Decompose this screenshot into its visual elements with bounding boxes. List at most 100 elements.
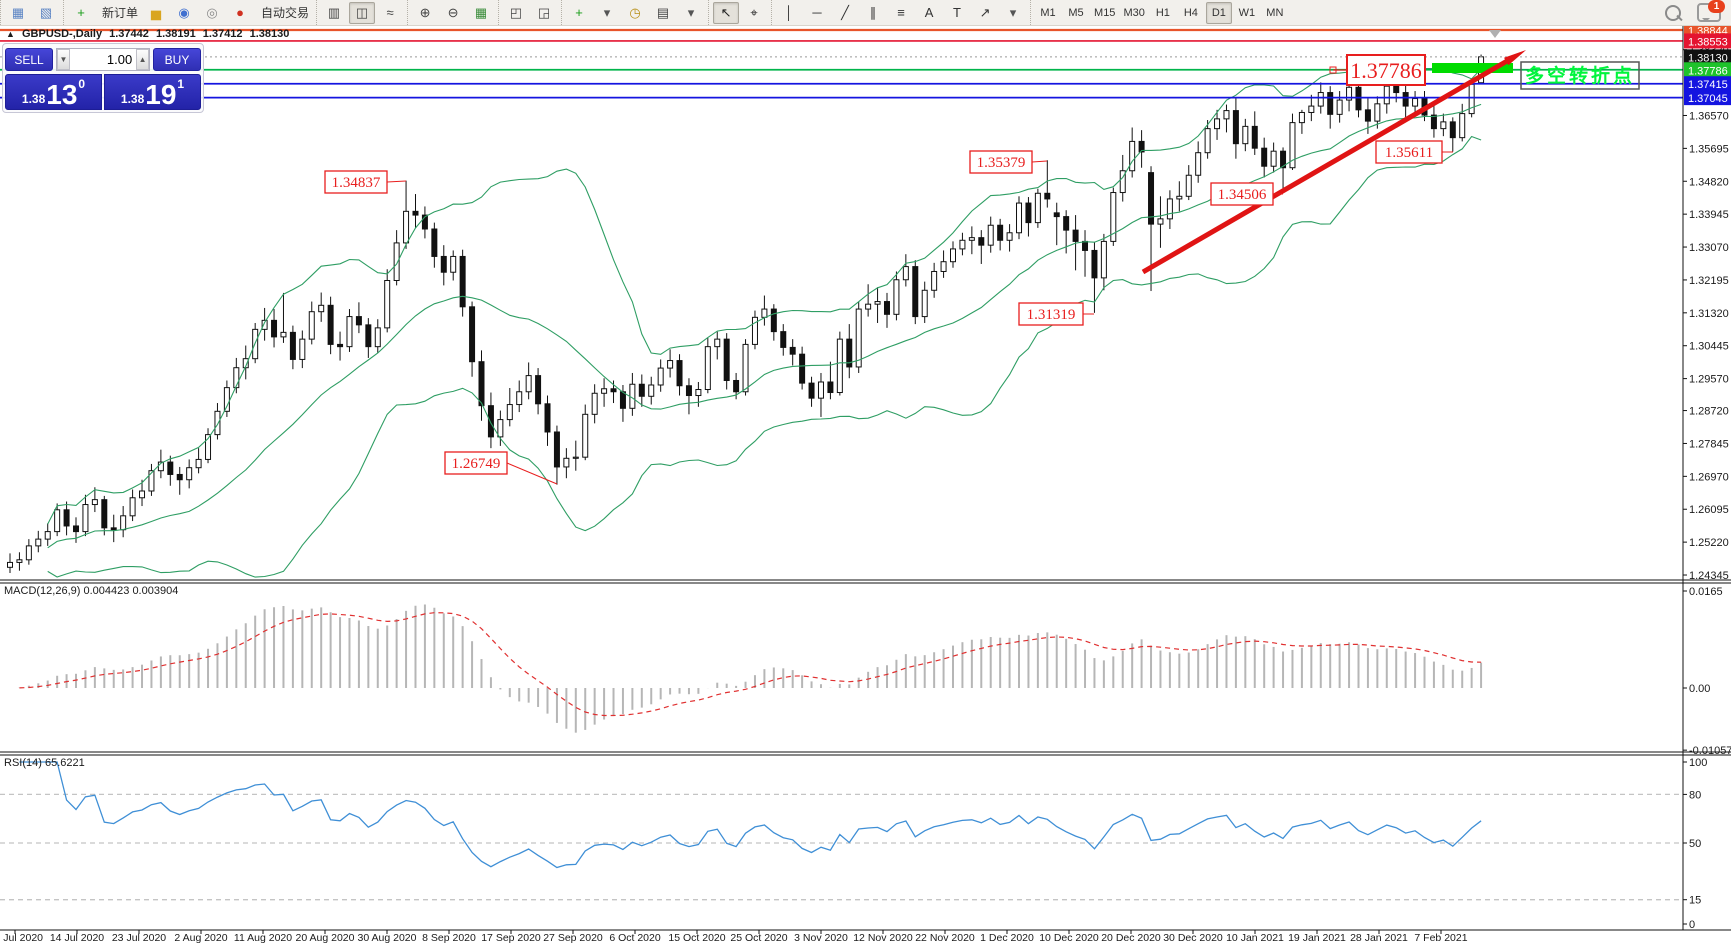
svg-text:1.35695: 1.35695 xyxy=(1689,143,1729,155)
volume-increase-button[interactable]: ▲ xyxy=(136,49,149,70)
note-box[interactable] xyxy=(1520,61,1640,90)
svg-text:1.27845: 1.27845 xyxy=(1689,438,1729,450)
svg-text:1.25220: 1.25220 xyxy=(1689,537,1729,549)
line-chart-icon[interactable]: ≈ xyxy=(386,5,394,20)
svg-text:1.38553: 1.38553 xyxy=(1688,36,1728,48)
macd-label: MACD(12,26,9) 0.004423 0.003904 xyxy=(4,585,179,597)
buy-button[interactable]: BUY xyxy=(153,48,201,71)
tf-m1[interactable]: M1 xyxy=(1040,6,1056,19)
price-callout[interactable] xyxy=(1375,140,1443,164)
price-callout[interactable] xyxy=(1018,302,1084,326)
signals-icon[interactable]: ◎ xyxy=(206,5,218,20)
sell-price[interactable]: 1.38 13 0 xyxy=(5,74,102,110)
svg-text:1.34837: 1.34837 xyxy=(332,175,381,191)
svg-text:30 Dec 2020: 30 Dec 2020 xyxy=(1163,932,1223,943)
toolbar-group: ▥ ◫ ≈ xyxy=(316,0,407,25)
zoom-in-icon[interactable]: ⊕ xyxy=(419,5,431,20)
vertical-line-icon[interactable]: │ xyxy=(784,5,794,20)
trendline-icon[interactable]: ╱ xyxy=(841,5,849,20)
tile-windows-icon[interactable]: ▦ xyxy=(474,5,488,20)
svg-text:19 Jan 2021: 19 Jan 2021 xyxy=(1288,932,1346,943)
cursor-icon[interactable]: ↖ xyxy=(713,1,740,24)
price-callout-big[interactable] xyxy=(1346,54,1426,86)
tf-d1[interactable]: D1 xyxy=(1205,1,1232,24)
svg-text:10 Dec 2020: 10 Dec 2020 xyxy=(1039,932,1099,943)
svg-text:1.31320: 1.31320 xyxy=(1689,308,1729,320)
price-callout[interactable] xyxy=(324,170,388,194)
tf-h1[interactable]: H1 xyxy=(1155,6,1170,19)
zoom-out-icon[interactable]: ⊖ xyxy=(447,5,459,20)
toolbar-group: ↖ ⌖ xyxy=(708,0,771,25)
volume-decrease-button[interactable]: ▼ xyxy=(57,49,70,70)
template-caret[interactable]: ▾ xyxy=(687,5,695,20)
text-icon[interactable]: A xyxy=(924,5,934,20)
fibonacci-icon[interactable]: ≡ xyxy=(897,5,905,20)
notifications-icon[interactable]: 1 xyxy=(1697,0,1725,22)
ohlc-low: 1.37412 xyxy=(202,28,243,40)
svg-text:11 Aug 2020: 11 Aug 2020 xyxy=(234,932,292,943)
tf-w1[interactable]: W1 xyxy=(1238,6,1256,19)
svg-text:17 Sep 2020: 17 Sep 2020 xyxy=(481,932,541,943)
search-icon[interactable] xyxy=(1665,4,1681,21)
svg-text:1.30445: 1.30445 xyxy=(1689,341,1729,353)
main-toolbar: ▦ ▧ + 新订单 ▅ ◉ ◎ ● 自动交易 ▥ ◫ ≈ ⊕ ⊖ ▦ ◰ ◲ + ▾ ◷ ▤ ▾ ↖ ⌖ │ ─ ╱ ∥ ≡ A T ↗ ▾ M1… xyxy=(0,0,1731,26)
add-indicator-caret[interactable]: ▾ xyxy=(603,5,611,20)
svg-text:1.35379: 1.35379 xyxy=(977,155,1026,171)
tf-mn[interactable]: MN xyxy=(1266,6,1284,19)
price-callout[interactable] xyxy=(444,451,508,475)
svg-text:14 Jul 2020: 14 Jul 2020 xyxy=(50,932,104,943)
svg-text:6 Oct 2020: 6 Oct 2020 xyxy=(609,932,661,943)
template-icon[interactable]: ▤ xyxy=(656,5,670,20)
auto-arrange-icon[interactable]: ◰ xyxy=(509,5,523,20)
sell-button[interactable]: SELL xyxy=(5,48,53,71)
buy-price[interactable]: 1.38 19 1 xyxy=(104,74,201,110)
svg-text:12 Nov 2020: 12 Nov 2020 xyxy=(853,932,913,943)
svg-text:1.24345: 1.24345 xyxy=(1689,570,1729,582)
toolbar-group: ▦ ▧ xyxy=(0,0,63,25)
add-indicator-icon[interactable]: + xyxy=(575,5,583,20)
svg-text:20 Dec 2020: 20 Dec 2020 xyxy=(1101,932,1161,943)
svg-text:30 Aug 2020: 30 Aug 2020 xyxy=(358,932,417,943)
new-chart-icon[interactable]: ▦ xyxy=(11,5,25,20)
tf-m15[interactable]: M15 xyxy=(1094,6,1116,19)
ohlc-open: 1.37442 xyxy=(109,28,149,40)
svg-text:0: 0 xyxy=(1689,919,1695,931)
new-order-icon[interactable]: + xyxy=(77,5,85,20)
price-badge xyxy=(1684,62,1731,78)
svg-text:1.26749: 1.26749 xyxy=(452,456,501,472)
arrows-caret[interactable]: ▾ xyxy=(1009,5,1017,20)
collapse-triangle-icon[interactable]: ▲ xyxy=(6,29,15,39)
crosshair-icon[interactable]: ⌖ xyxy=(750,5,758,20)
gold-icon[interactable]: ▅ xyxy=(151,5,162,20)
mql-community-icon[interactable]: ◉ xyxy=(178,5,190,20)
cascade-icon[interactable]: ◲ xyxy=(537,5,551,20)
autotrading-icon[interactable]: ● xyxy=(236,5,244,20)
periods-clock-icon[interactable]: ◷ xyxy=(629,5,641,20)
svg-text:15 Oct 2020: 15 Oct 2020 xyxy=(668,932,725,943)
arrows-icon[interactable]: ↗ xyxy=(979,5,991,20)
price-callout[interactable] xyxy=(969,150,1033,174)
price-callout[interactable] xyxy=(1210,182,1274,206)
svg-text:1.32195: 1.32195 xyxy=(1689,275,1729,287)
tf-m5[interactable]: M5 xyxy=(1068,6,1084,19)
toolbar-group: ⊕ ⊖ ▦ xyxy=(407,0,498,25)
bar-chart-icon[interactable]: ▥ xyxy=(327,5,341,20)
svg-text:10 Jan 2021: 10 Jan 2021 xyxy=(1226,932,1284,943)
tf-h4[interactable]: H4 xyxy=(1183,6,1198,19)
channel-icon[interactable]: ∥ xyxy=(869,5,877,20)
svg-text:3 Nov 2020: 3 Nov 2020 xyxy=(794,932,848,943)
profiles-icon[interactable]: ▧ xyxy=(39,5,53,20)
toolbar-group: M1 M5 M15 M30 H1 H4 D1 W1 MN xyxy=(1030,0,1292,25)
text-label-icon[interactable]: T xyxy=(953,5,961,20)
candlestick-chart-icon[interactable]: ◫ xyxy=(349,1,376,24)
ohlc-close: 1.38130 xyxy=(249,28,290,40)
horizontal-line-icon[interactable]: ─ xyxy=(812,5,822,20)
svg-text:1.33070: 1.33070 xyxy=(1689,242,1729,254)
svg-text:23 Jul 2020: 23 Jul 2020 xyxy=(112,932,166,943)
volume-input[interactable] xyxy=(69,49,137,70)
svg-text:80: 80 xyxy=(1689,789,1701,801)
tf-m30[interactable]: M30 xyxy=(1123,6,1145,19)
svg-text:1.29570: 1.29570 xyxy=(1689,374,1729,386)
one-click-trading-panel: SELL ▼ ▲ BUY 1.38 13 0 1.38 19 1 xyxy=(2,43,204,113)
